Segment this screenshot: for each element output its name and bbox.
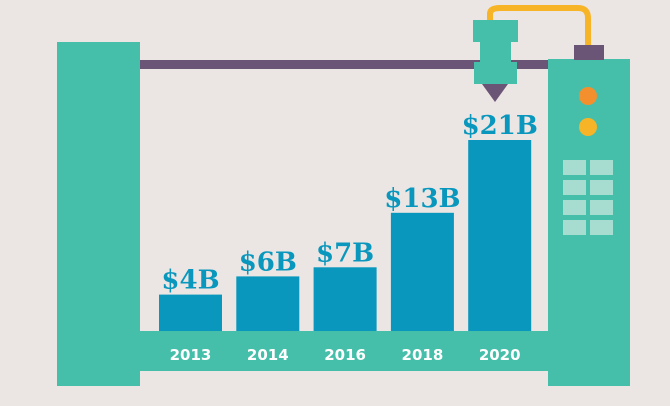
bars-layer: [159, 140, 532, 331]
printer-base: [57, 331, 630, 371]
tower-cap: [574, 45, 604, 60]
control-grid-cell: [563, 220, 586, 235]
year-label-2014: 2014: [247, 346, 289, 364]
bar-2014: [236, 276, 300, 331]
control-grid-icon: [563, 160, 613, 235]
control-tower: [548, 59, 630, 386]
value-label-2018: $13B: [384, 184, 460, 214]
control-grid-cell: [563, 200, 586, 215]
value-label-2013: $4B: [161, 266, 219, 296]
bar-2018: [390, 212, 454, 331]
value-labels-layer: $4B $6B $7B $13B $21B: [161, 111, 537, 296]
print-nozzle-icon: [473, 20, 518, 102]
value-label-2016: $7B: [316, 238, 374, 268]
control-grid-cell: [590, 220, 613, 235]
control-grid-cell: [590, 180, 613, 195]
year-label-2018: 2018: [402, 346, 444, 364]
control-grid-cell: [563, 180, 586, 195]
year-label-2016: 2016: [324, 346, 366, 364]
yellow-button-icon: [579, 118, 597, 136]
bar-2016: [313, 267, 377, 331]
value-label-2014: $6B: [239, 247, 297, 277]
top-rail: [140, 60, 548, 69]
year-label-2013: 2013: [170, 346, 212, 364]
year-label-2020: 2020: [479, 346, 521, 364]
control-grid-cell: [563, 160, 586, 175]
filament-line: [487, 5, 591, 46]
value-label-2020: $21B: [462, 111, 538, 141]
orange-button-icon: [579, 87, 597, 105]
control-grid-cell: [590, 200, 613, 215]
bar-2020: [468, 140, 532, 331]
control-grid-cell: [590, 160, 613, 175]
left-pillar: [57, 42, 140, 386]
year-labels-layer: 2013 2014 2016 2018 2020: [170, 346, 521, 364]
bar-2013: [159, 294, 222, 331]
